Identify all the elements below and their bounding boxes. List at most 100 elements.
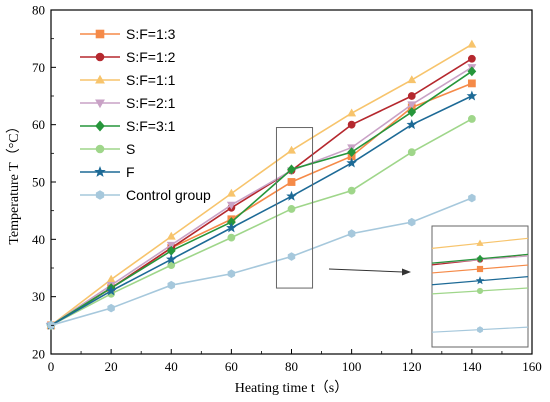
data-point [165,253,177,264]
data-point [106,274,116,283]
legend-item: Control group [80,187,211,203]
y-tick-label: 80 [32,3,45,18]
data-point [467,115,476,123]
zoom-arrow-head [402,268,411,276]
zoom-region-box [275,127,314,289]
x-axis-label: Heating time t（s） [235,380,349,396]
data-point [166,231,176,240]
data-point [407,148,416,157]
inset-group [275,127,529,348]
y-tick-label: 20 [32,347,45,362]
legend-item: S [80,141,135,157]
legend-marker [95,144,105,154]
legend-label: Control group [126,187,211,203]
data-point [407,75,417,84]
inset-data-point [477,326,483,334]
data-point [347,186,356,195]
data-point [287,164,296,175]
x-tick-label: 20 [105,359,118,374]
data-point [347,120,356,129]
series-group [45,39,478,331]
data-point [467,54,476,63]
y-axis-label: Temperature T（°C） [6,119,22,244]
x-tick-label: 60 [225,359,238,374]
data-point [167,280,175,290]
legend: S:F=1:3 S:F=1:2 S:F=1:1 S:F=2:1 S:F=3:1 SF Con… [80,26,211,203]
y-tick-label: 40 [32,232,45,247]
series-s-f-1-1 [46,39,477,329]
legend-label: S:F=2:1 [126,95,176,111]
series-line [50,43,473,326]
series-line [50,197,473,327]
data-point [346,157,357,168]
data-point [107,303,115,313]
legend-item: S:F=1:1 [80,72,176,88]
legend-marker [95,190,105,200]
data-point [286,190,297,201]
data-point [227,233,236,242]
legend-marker [95,52,105,62]
data-point [347,229,356,238]
legend-marker [95,120,105,132]
legend-label: S [126,141,135,157]
legend-label: S:F=1:1 [126,72,176,88]
data-point [105,285,117,296]
legend-marker [95,29,105,39]
legend-item: S:F=1:2 [80,49,176,65]
legend-marker [94,165,106,177]
legend-marker [95,74,105,84]
legend-item: F [80,164,135,180]
data-point [347,147,356,158]
legend-label: S:F=1:2 [126,49,176,65]
data-point [166,241,176,250]
inset-data-point [475,276,485,285]
data-point [287,252,296,261]
data-point [226,201,236,210]
series-line [50,66,473,326]
inset-series-group [431,237,529,334]
inset-data-point [476,287,484,295]
zoom-arrow-line [328,268,404,273]
x-tick-label: 100 [342,359,362,374]
legend-label: S:F=3:1 [126,118,176,134]
data-point [407,101,417,110]
y-tick-label: 30 [32,289,45,304]
data-point [287,205,296,213]
legend-item: S:F=3:1 [80,118,176,134]
data-point [227,269,236,279]
data-point [226,188,236,197]
data-point [407,107,417,118]
y-tick-label: 50 [32,175,45,190]
series-line [50,95,473,327]
x-tick-label: 120 [402,359,422,374]
data-point [287,178,296,186]
data-point [467,79,476,88]
legend-item: S:F=2:1 [80,95,176,111]
legend-marker [95,99,105,109]
data-point [347,108,357,117]
x-tick-label: 160 [522,359,542,374]
legend-item: S:F=1:3 [80,26,176,42]
y-tick-label: 70 [32,60,45,75]
series-line [50,118,473,327]
legend-label: F [126,164,135,180]
series-line [50,70,473,327]
y-tick-label: 60 [32,117,45,132]
x-tick-label: 80 [285,359,298,374]
data-point [406,119,418,130]
data-point [467,66,477,77]
series-control-group [47,193,476,330]
x-tick-label: 40 [165,359,178,374]
data-point [468,193,476,203]
x-tick-label: 140 [462,359,482,374]
legend-label: S:F=1:3 [126,26,176,42]
data-point [226,222,237,233]
series-s-f-3-1 [46,66,477,331]
data-point [466,90,478,101]
x-tick-label: 0 [48,359,55,374]
axes-group: Heating time t（s） Temperature T（°C） 0 20 4… [6,3,542,397]
data-point [467,39,477,48]
inset-data-point [476,239,484,246]
data-point [407,92,416,100]
